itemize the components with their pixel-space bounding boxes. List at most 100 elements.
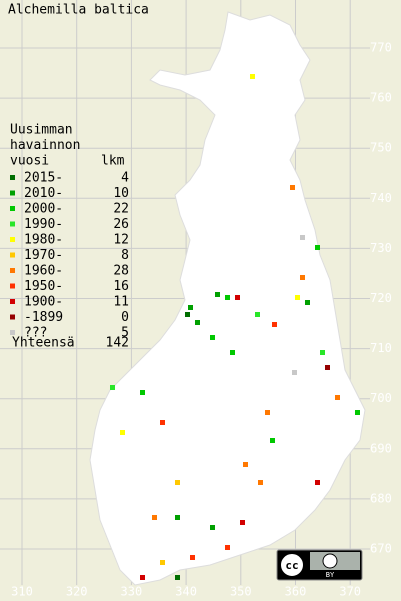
observation [243, 462, 248, 467]
observation [160, 560, 165, 565]
observation [300, 235, 305, 240]
title: Alchemilla baltica [8, 3, 149, 18]
legend-count: 26 [113, 217, 129, 232]
observation [195, 320, 200, 325]
legend-count: 16 [113, 279, 129, 294]
observation [110, 385, 115, 390]
legend-swatch [10, 283, 15, 289]
legend-swatch [10, 237, 15, 242]
legend-swatch [10, 268, 15, 273]
observation [295, 295, 300, 300]
legend-count: 10 [113, 186, 129, 201]
legend-count: 5 [121, 326, 129, 341]
legend-label: 1970- [24, 248, 63, 263]
legend-label: 2015- [24, 171, 63, 186]
legend-count: 28 [113, 264, 129, 279]
observation [225, 295, 230, 300]
legend-count: 11 [113, 295, 129, 310]
observation [258, 480, 263, 485]
observation [175, 480, 180, 485]
y-tick-label: 690 [370, 441, 392, 455]
observation [355, 410, 360, 415]
y-tick-label: 770 [370, 41, 392, 55]
legend-label: 1950- [24, 279, 63, 294]
observation [335, 395, 340, 400]
observation [250, 74, 255, 79]
y-tick-label: 710 [370, 341, 392, 355]
legend-count-heading: lkm [101, 154, 125, 169]
observation [185, 312, 190, 317]
legend-heading: vuosi [10, 154, 49, 169]
x-tick-label: 360 [285, 585, 307, 599]
legend-swatch [10, 221, 15, 227]
x-tick-label: 320 [66, 585, 88, 599]
x-tick-label: 310 [11, 585, 33, 599]
x-tick-label: 340 [175, 585, 197, 599]
legend-swatch [10, 314, 15, 320]
license-badge: cc BY [276, 549, 363, 581]
legend-total-label: Yhteensä [12, 336, 75, 351]
observation [188, 305, 193, 310]
observation [140, 575, 145, 580]
legend-swatch [10, 330, 15, 335]
observation [210, 335, 215, 340]
x-tick-label: 350 [230, 585, 252, 599]
cc-text: cc [285, 559, 298, 572]
observation [315, 245, 320, 250]
observation [160, 420, 165, 425]
observation [272, 322, 277, 327]
observation [175, 515, 180, 520]
y-tick-label: 760 [370, 91, 392, 105]
legend-label: 1980- [24, 233, 63, 248]
legend-label: -1899 [24, 310, 63, 325]
observation [320, 350, 325, 355]
legend-count: 4 [121, 171, 129, 186]
y-tick-label: 680 [370, 491, 392, 505]
observation [292, 370, 297, 375]
legend-total: 142 [106, 336, 129, 351]
legend-label: 2000- [24, 202, 63, 217]
x-tick-label: 370 [339, 585, 361, 599]
cc-circle [279, 552, 305, 578]
observation [225, 545, 230, 550]
observation [235, 295, 240, 300]
observation [190, 555, 195, 560]
legend-swatch [10, 190, 15, 196]
legend-label: 1900- [24, 295, 63, 310]
legend-label: 2010- [24, 186, 63, 201]
legend-swatch [10, 206, 15, 211]
y-tick-label: 670 [370, 542, 392, 556]
legend-heading: havainnon [10, 138, 80, 153]
by-text: BY [326, 571, 335, 579]
observation [270, 438, 275, 443]
legend-count: 12 [113, 233, 129, 248]
observation [120, 430, 125, 435]
legend-label: 1960- [24, 264, 63, 279]
y-tick-label: 740 [370, 191, 392, 205]
observation [300, 275, 305, 280]
observation [315, 480, 320, 485]
legend-heading: Uusimman [10, 123, 73, 138]
observation [215, 292, 220, 297]
observation [140, 390, 145, 395]
observation [152, 515, 157, 520]
y-tick-label: 730 [370, 241, 392, 255]
legend-label: 1990- [24, 217, 63, 232]
observation [325, 365, 330, 370]
y-tick-label: 700 [370, 391, 392, 405]
y-tick-label: 720 [370, 291, 392, 305]
legend-swatch [10, 252, 15, 258]
legend-count: 8 [121, 248, 129, 263]
observation [265, 410, 270, 415]
observations [110, 74, 360, 580]
observation [175, 575, 180, 580]
observation [255, 312, 260, 317]
legend-swatch [10, 299, 15, 304]
legend-count: 22 [113, 202, 129, 217]
observation [240, 520, 245, 525]
observation [230, 350, 235, 355]
y-tick-label: 750 [370, 141, 392, 155]
by-icon [322, 553, 338, 569]
